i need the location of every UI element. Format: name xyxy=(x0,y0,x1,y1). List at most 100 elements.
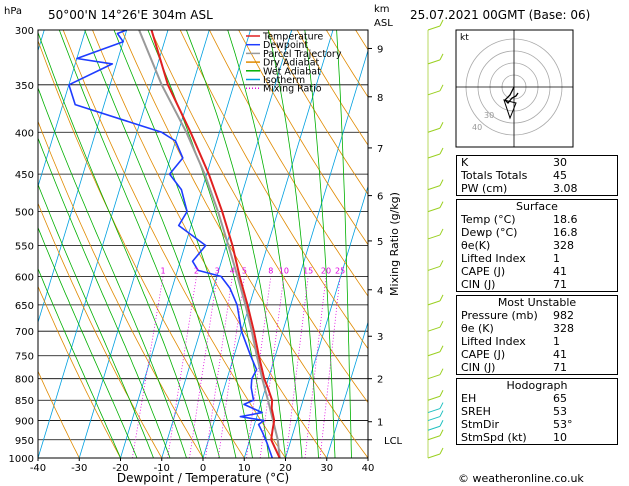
index-label: Lifted Index xyxy=(461,335,526,348)
index-value: 30 xyxy=(553,156,567,169)
mixing-ratio-line xyxy=(131,276,164,458)
hpa-unit: hPa xyxy=(4,6,22,17)
index-value: 982 xyxy=(553,309,574,322)
index-row: Pressure (mb) 982 xyxy=(457,309,617,322)
index-row: SREH 53 xyxy=(457,405,617,418)
index-label: CIN (J) xyxy=(461,278,496,291)
pressure-tick-label: 600 xyxy=(15,272,34,283)
km-tick-label: 8 xyxy=(377,93,383,104)
index-row: StmSpd (kt) 10 xyxy=(457,431,617,444)
wet-adiabat-line xyxy=(38,267,121,458)
dry-adiabat-line xyxy=(121,30,368,458)
index-row: Temp (°C) 18.6 xyxy=(457,213,617,226)
pressure-tick-label: 400 xyxy=(15,128,34,139)
legend-label: Dry Adiabat xyxy=(263,58,320,69)
wind-barb-flag xyxy=(439,260,444,267)
mixing-ratio-tick-label: 2 xyxy=(194,266,199,275)
index-label: PW (cm) xyxy=(461,182,508,195)
hodograph-unit-label: kt xyxy=(460,33,469,43)
index-row: StmDir 53° xyxy=(457,418,617,431)
wind-barb-flag xyxy=(439,429,444,436)
wind-barb xyxy=(427,90,441,96)
mixing-ratio-tick-label: 10 xyxy=(279,266,289,275)
pressure-tick-label: 700 xyxy=(15,327,34,338)
index-value: 71 xyxy=(553,278,567,291)
wind-barb xyxy=(427,25,441,31)
index-row: CIN (J) 71 xyxy=(457,361,617,374)
index-row: CIN (J) 71 xyxy=(457,278,617,291)
index-value: 45 xyxy=(553,169,567,182)
index-value: 3.08 xyxy=(553,182,578,195)
wet-adiabat-line xyxy=(113,30,253,458)
index-row: Dewp (°C) 16.8 xyxy=(457,226,617,239)
isotherm-line xyxy=(243,49,368,458)
wet-adiabat-line xyxy=(38,226,138,458)
storm-motion-marker xyxy=(503,99,517,120)
index-label: Pressure (mb) xyxy=(461,309,538,322)
wind-barb xyxy=(427,153,441,159)
dry-adiabat-line xyxy=(92,30,328,458)
pressure-tick-label: 350 xyxy=(15,81,34,92)
wet-adiabat-line xyxy=(38,31,204,458)
wet-adiabat-line xyxy=(84,30,237,458)
dry-adiabat-line xyxy=(38,202,163,458)
isotherm-line xyxy=(0,30,3,458)
index-value: 65 xyxy=(553,392,567,405)
wind-barb xyxy=(427,265,441,271)
mixing-ratio-tick-label: 25 xyxy=(335,266,345,275)
wind-barb-flag xyxy=(439,179,444,186)
mixing-ratio-line xyxy=(319,276,341,458)
mixing-ratio-line xyxy=(205,276,233,458)
wind-barb-flag xyxy=(439,420,444,427)
legend-label: Temperature xyxy=(262,32,323,43)
index-row: CAPE (J) 41 xyxy=(457,265,617,278)
dry-adiabat-line xyxy=(238,30,368,246)
index-label: StmSpd (kt) xyxy=(461,431,527,444)
isotherm-line xyxy=(38,30,169,458)
pressure-tick-label: 300 xyxy=(15,26,34,37)
wet-adiabat-line xyxy=(227,30,303,458)
km-tick-label: 5 xyxy=(377,237,383,248)
km-tick-label: 9 xyxy=(377,44,383,55)
surface-box: Surface Temp (°C) 18.6 Dewp (°C) 16.8 θe(K) 32… xyxy=(456,199,618,292)
hodograph-ring-label: 30 xyxy=(484,111,494,120)
pressure-tick-label: 900 xyxy=(15,417,34,428)
temperature-tick-label: 0 xyxy=(200,463,206,474)
mixing-ratio-tick-label: 20 xyxy=(321,266,331,275)
dry-adiabat-line xyxy=(38,285,121,458)
wind-barb-flag xyxy=(439,53,444,61)
dry-adiabat-line xyxy=(38,39,245,458)
box-title: Hodograph xyxy=(506,379,568,392)
wind-barb-flag xyxy=(439,447,444,455)
temperature-tick-label: -40 xyxy=(30,463,46,474)
index-label: CAPE (J) xyxy=(461,348,506,361)
index-value: 10 xyxy=(553,431,567,444)
wind-barb-flag xyxy=(439,201,444,208)
index-row: K 30 xyxy=(457,156,617,169)
mixing-ratio-line xyxy=(167,276,197,458)
box-title: Most Unstable xyxy=(497,296,577,309)
wind-barb-flag xyxy=(439,147,444,155)
index-label: SREH xyxy=(461,405,491,418)
wind-barb-flag xyxy=(439,294,444,302)
index-row: θe (K) 328 xyxy=(457,322,617,335)
index-value: 41 xyxy=(553,348,567,361)
x-axis-label: Dewpoint / Temperature (°C) xyxy=(117,471,289,485)
mixing-ratio-tick-label: 5 xyxy=(242,266,247,275)
mixing-ratio-line xyxy=(304,276,327,458)
index-label: StmDir xyxy=(461,418,500,431)
index-label: Lifted Index xyxy=(461,252,526,265)
isotherm-line xyxy=(78,30,210,458)
wind-barb xyxy=(427,207,441,213)
wet-adiabat-line xyxy=(38,136,171,458)
index-label: CIN (J) xyxy=(461,361,496,374)
temperature-profile xyxy=(150,30,281,458)
asl-unit: ASL xyxy=(374,18,393,29)
mixing-ratio-tick-label: 1 xyxy=(161,266,166,275)
wind-barb xyxy=(427,416,441,422)
km-tick-label: 4 xyxy=(377,286,383,297)
wind-barb xyxy=(427,408,441,414)
basic-indices-box: K 30 Totals Totals 45 PW (cm) 3.08 xyxy=(456,155,618,196)
km-unit: km xyxy=(374,4,390,15)
index-row: Lifted Index 1 xyxy=(457,252,617,265)
